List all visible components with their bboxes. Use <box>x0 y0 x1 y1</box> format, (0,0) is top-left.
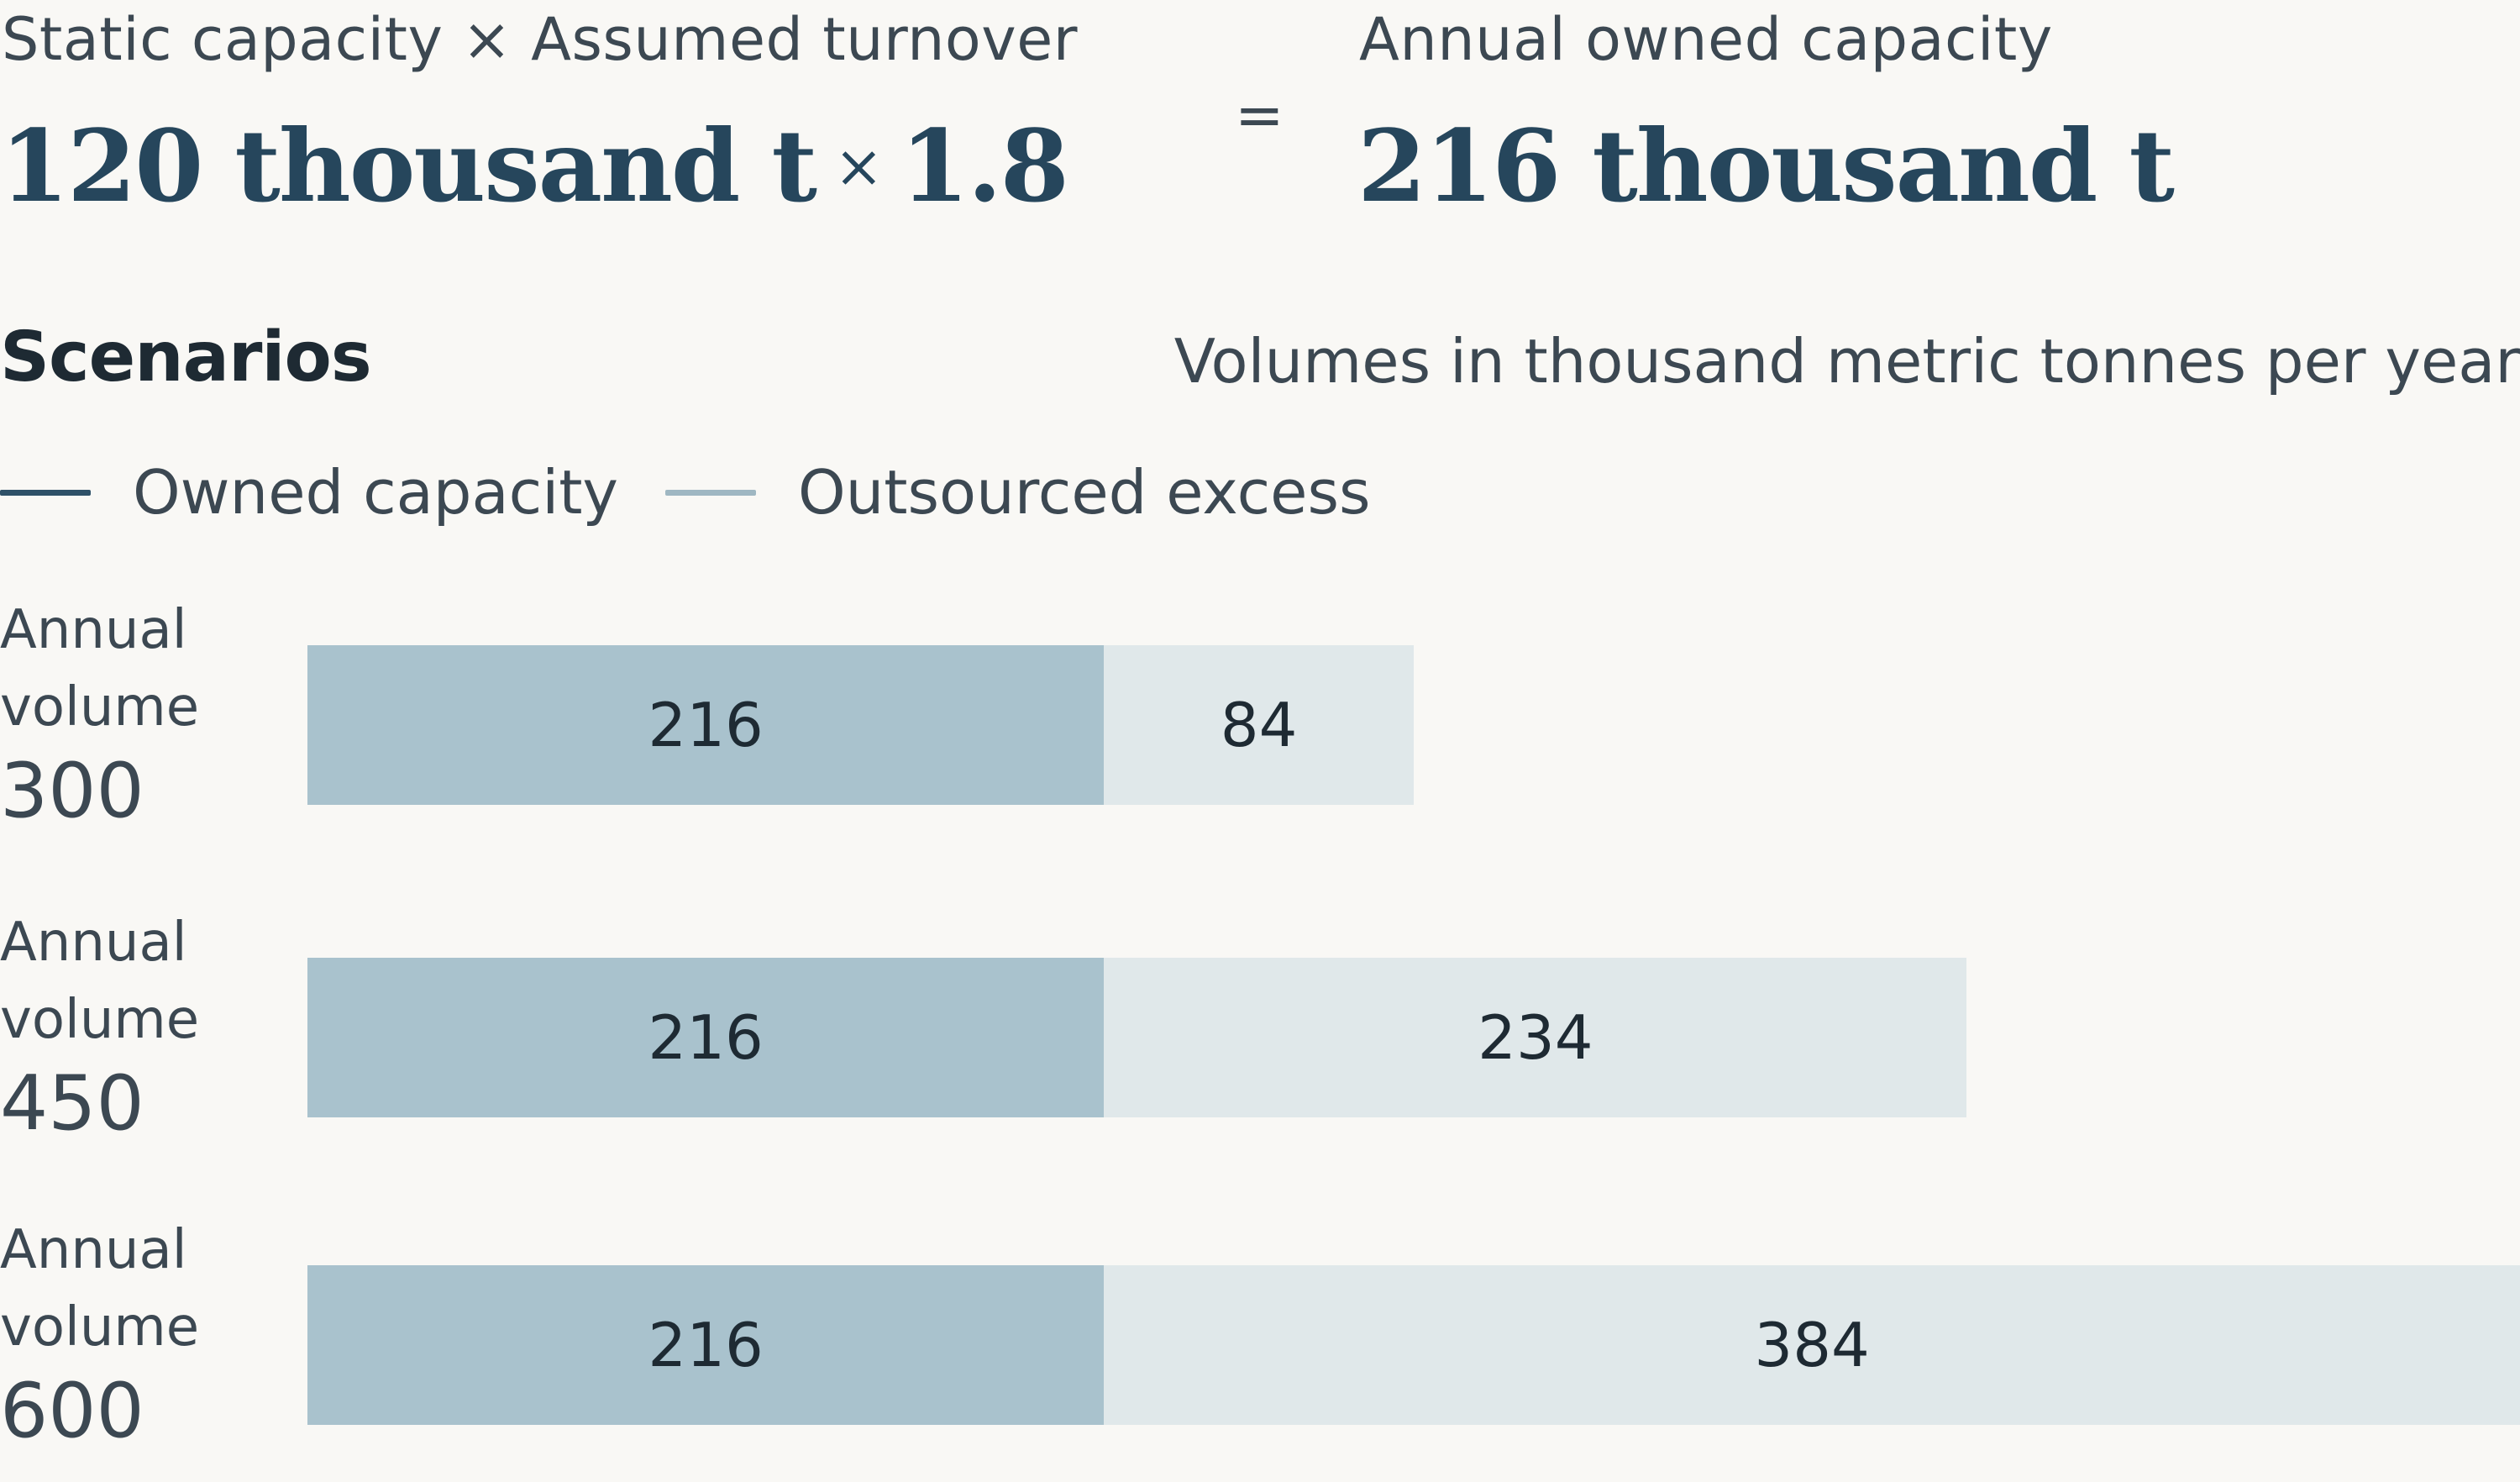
row-label-300: Annual volume 300 <box>0 591 302 833</box>
row-label-word: volume <box>0 676 200 738</box>
value-label-outsourced-600: 384 <box>1754 1310 1870 1380</box>
row-label-word: volume <box>0 1296 200 1358</box>
bar-owned-600 <box>307 1265 1105 1425</box>
bar-outsourced-600 <box>1104 1265 2520 1425</box>
static-capacity-value: 120 thousand t <box>0 108 817 224</box>
row-label-volume: 600 <box>0 1367 144 1455</box>
row-label-volume: 300 <box>0 747 144 835</box>
scenarios-title: Scenarios <box>0 318 372 397</box>
row-label-450: Annual volume 450 <box>0 904 302 1146</box>
bar-outsourced-450 <box>1104 958 1967 1117</box>
value-label-owned-600: 216 <box>648 1310 764 1380</box>
formula-right-value: 216 thousand t <box>1357 108 2175 224</box>
row-label-word: Annual <box>0 1219 187 1281</box>
value-label-owned-300: 216 <box>648 690 764 760</box>
bar-outsourced-300 <box>1104 645 1414 805</box>
bar-owned-450 <box>307 958 1105 1117</box>
legend-label-owned: Owned capacity <box>133 457 619 528</box>
legend-swatch-outsourced <box>665 490 756 496</box>
row-label-600: Annual volume 600 <box>0 1211 302 1453</box>
row-label-word: Annual <box>0 912 187 974</box>
formula-left-value: 120 thousand t × 1.8 <box>0 108 1069 224</box>
value-label-owned-450: 216 <box>648 1002 764 1073</box>
equals-sign: = <box>1235 81 1284 150</box>
row-label-word: volume <box>0 989 200 1051</box>
times-sign: × <box>833 131 884 201</box>
legend-swatch-owned <box>0 490 91 496</box>
formula-left-label: Static capacity × Assumed turnover <box>2 5 1079 74</box>
row-label-volume: 450 <box>0 1059 144 1148</box>
units-note: Volumes in thousand metric tonnes per ye… <box>1173 326 2520 397</box>
bar-owned-300 <box>307 645 1105 805</box>
formula-right-label: Annual owned capacity <box>1359 5 2053 74</box>
value-label-outsourced-450: 234 <box>1478 1002 1593 1073</box>
row-label-word: Annual <box>0 599 187 661</box>
legend-label-outsourced: Outsourced excess <box>798 457 1371 528</box>
turnover-value: 1.8 <box>900 108 1069 224</box>
value-label-outsourced-300: 84 <box>1220 690 1298 760</box>
